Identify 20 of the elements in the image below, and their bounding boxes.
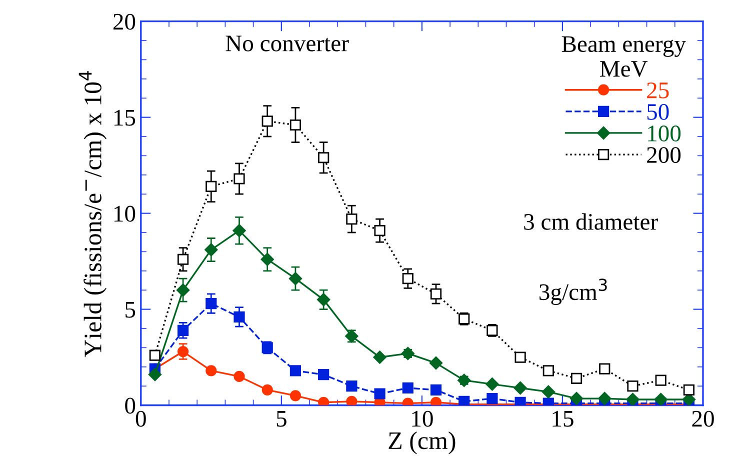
x-tick-label: 15	[552, 410, 574, 427]
x-tick-label: 10	[412, 410, 433, 427]
x-tick-label: 5	[276, 411, 286, 427]
x-tick-label: 20	[692, 410, 714, 427]
y-tick-label: 5	[126, 302, 136, 318]
annotation: 3 cm diameter	[524, 213, 658, 230]
legend-label: 200	[647, 147, 681, 164]
legend-label: 50	[647, 104, 669, 120]
legend-label: 25	[647, 82, 669, 98]
x-tick-label: 0	[136, 410, 146, 427]
annotation: 3g/cm$^{3}$	[540, 278, 607, 305]
y-tick-label: 15	[114, 110, 136, 126]
y-tick-label: 10	[114, 206, 136, 222]
legend-title: Beam energy MeV	[562, 36, 686, 77]
annotation: No converter	[226, 36, 349, 52]
legend-label: 100	[648, 126, 681, 142]
y-axis-title: Yield (fissions/e$^{−}$/cm) x 10$^{4}$	[78, 71, 107, 358]
y-tick-label: 0	[125, 398, 136, 414]
x-axis-title: Z (cm)	[388, 432, 456, 454]
y-tick-label: 20	[113, 14, 136, 30]
